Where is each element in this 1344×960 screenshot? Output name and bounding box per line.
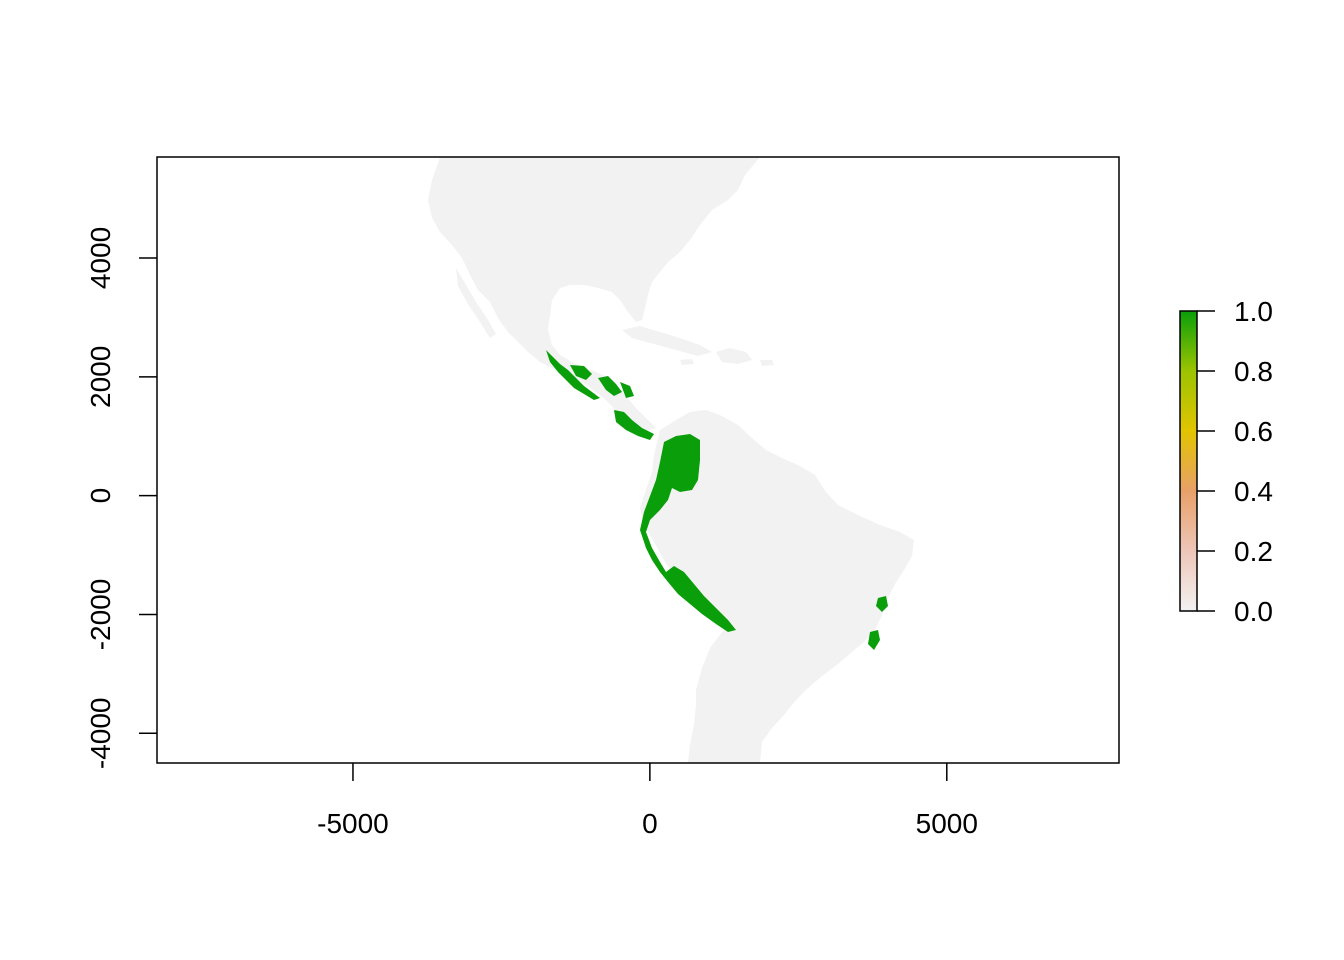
y-tick-label: -4000 bbox=[85, 697, 116, 769]
y-tick-label: -2000 bbox=[85, 579, 116, 651]
x-tick-label: 5000 bbox=[916, 808, 978, 839]
presence-colombia-andes bbox=[640, 434, 736, 632]
presence-layer bbox=[546, 350, 888, 650]
cuba-land bbox=[622, 326, 712, 356]
y-tick-label: 0 bbox=[85, 488, 116, 504]
presence-brazil-1 bbox=[876, 596, 888, 612]
north-america-land bbox=[428, 157, 760, 432]
presence-central-america-3 bbox=[620, 382, 634, 398]
x-tick-label: 0 bbox=[642, 808, 658, 839]
jamaica-land bbox=[680, 359, 694, 365]
plot-frame bbox=[156, 156, 1120, 764]
y-tick-label: 2000 bbox=[85, 346, 116, 408]
presence-central-america-1 bbox=[570, 365, 592, 380]
legend-tick-label: 0.4 bbox=[1234, 476, 1273, 507]
map-layer bbox=[428, 157, 914, 763]
legend-tick-label: 0.8 bbox=[1234, 356, 1273, 387]
presence-central-america-2 bbox=[598, 376, 622, 396]
presence-mexico bbox=[546, 350, 600, 400]
puerto-rico-land bbox=[760, 360, 774, 366]
presence-costa-rica-panama bbox=[614, 410, 654, 440]
legend-tick-label: 0.6 bbox=[1234, 416, 1273, 447]
legend-tick-label: 0.2 bbox=[1234, 536, 1273, 567]
y-axis: -4000 -2000 0 2000 4000 bbox=[85, 227, 157, 769]
hispaniola-land bbox=[716, 348, 752, 364]
y-tick-label: 4000 bbox=[85, 227, 116, 289]
legend-colorbar: 0.0 0.2 0.4 0.6 0.8 1.0 bbox=[1179, 296, 1273, 627]
south-america-land bbox=[640, 410, 914, 763]
x-axis: -5000 0 5000 bbox=[317, 763, 978, 839]
baja-california-land bbox=[456, 268, 496, 338]
legend-tick-label: 0.0 bbox=[1234, 596, 1273, 627]
legend-tick-label: 1.0 bbox=[1234, 296, 1273, 327]
legend-bar bbox=[1179, 310, 1198, 612]
x-tick-label: -5000 bbox=[317, 808, 389, 839]
presence-brazil-2 bbox=[868, 630, 880, 650]
